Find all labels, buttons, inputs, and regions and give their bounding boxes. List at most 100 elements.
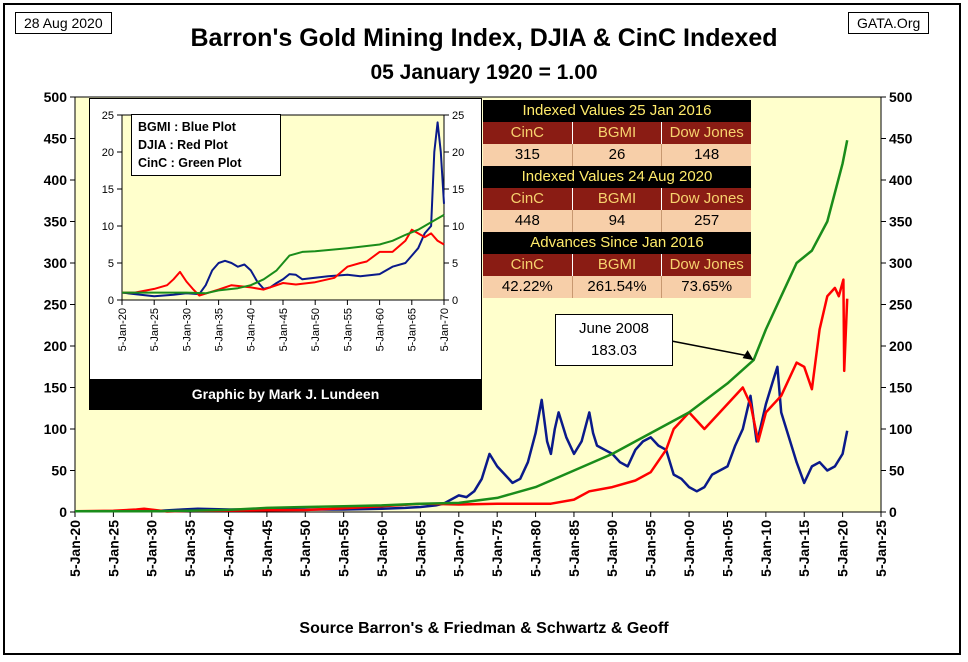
callout-value: 183.03: [591, 342, 637, 359]
y-tick-label-right: 0: [452, 295, 458, 307]
table-heading: Advances Since Jan 2016: [483, 232, 751, 254]
table-label-row: CinC BGMI Dow Jones: [483, 188, 752, 210]
y-tick-label-left: 25: [102, 110, 114, 122]
table-value-bgmi: 94: [572, 210, 663, 232]
legend-entry-cinc: CinC : Green Plot: [138, 156, 242, 170]
x-tick-label: 5-Jan-25: [105, 520, 121, 577]
series-line-djia: [74, 278, 849, 513]
x-tick-label: 5-Jan-80: [527, 520, 543, 577]
y-tick-label-right: 15: [452, 184, 464, 196]
legend-entry-djia: DJIA : Red Plot: [138, 138, 228, 152]
x-tick-label: 5-Jan-70: [451, 520, 467, 577]
x-tick-label: 5-Jan-85: [566, 520, 582, 577]
table-label-cinc: CinC: [483, 254, 573, 276]
y-tick-label-left: 400: [44, 172, 68, 188]
x-tick-label: 5-Jan-20: [67, 520, 83, 577]
y-tick-label-left: 10: [102, 221, 114, 233]
y-tick-label-right: 400: [889, 172, 913, 188]
x-tick-label: 5-Jan-40: [220, 520, 236, 577]
y-tick-label-left: 350: [44, 213, 68, 229]
table-value-cinc: 448: [483, 210, 573, 232]
table-label-bgmi: BGMI: [572, 122, 663, 144]
x-tick-label: 5-Jan-60: [374, 308, 386, 351]
y-tick-label-right: 450: [889, 130, 913, 146]
y-tick-label-right: 100: [889, 421, 913, 437]
table-label-dow: Dow Jones: [662, 254, 752, 276]
x-tick-label: 5-Jan-45: [259, 520, 275, 577]
y-tick-label-left: 250: [44, 296, 68, 312]
y-tick-label-right: 20: [452, 147, 464, 159]
x-tick-label: 5-Jan-25: [149, 308, 161, 351]
y-tick-label-right: 200: [889, 338, 913, 354]
x-tick-label: 5-Jan-35: [213, 308, 225, 351]
table-value-cinc: 315: [483, 144, 573, 166]
x-tick-label: 5-Jan-25: [873, 520, 889, 577]
table-value-dow: 73.65%: [662, 276, 752, 298]
table-label-cinc: CinC: [483, 188, 573, 210]
y-tick-label-right: 25: [452, 110, 464, 122]
table-label-cinc: CinC: [483, 122, 573, 144]
x-tick-label: 5-Jan-50: [310, 308, 322, 351]
table-value-bgmi: 26: [572, 144, 663, 166]
y-tick-label-right: 0: [889, 504, 897, 520]
y-tick-label-right: 500: [889, 89, 913, 105]
chart-title: Barron's Gold Mining Index, DJIA & CinC …: [190, 24, 778, 52]
table-value-row: 315 26 148: [483, 144, 752, 166]
x-tick-label: 5-Jan-95: [643, 520, 659, 577]
x-tick-label: 5-Jan-70: [439, 308, 451, 351]
y-tick-label-left: 5: [108, 258, 114, 270]
source-label: Source Barron's & Friedman & Schwartz & …: [299, 620, 669, 637]
inset-legend: BGMI : Blue Plot DJIA : Red Plot CinC : …: [131, 114, 281, 176]
table-label-row: CinC BGMI Dow Jones: [483, 254, 752, 276]
table-value-bgmi: 261.54%: [572, 276, 663, 298]
table-heading: Indexed Values 24 Aug 2020: [483, 166, 751, 188]
x-tick-label: 5-Jan-90: [604, 520, 620, 577]
y-tick-label-right: 150: [889, 379, 913, 395]
x-tick-label: 5-Jan-30: [144, 520, 160, 577]
june-2008-callout: June 2008 183.03: [555, 314, 673, 366]
x-tick-label: 5-Jan-55: [336, 520, 352, 577]
y-tick-label-right: 350: [889, 213, 913, 229]
legend-entry-bgmi: BGMI : Blue Plot: [138, 120, 236, 134]
x-tick-label: 5-Jan-65: [407, 308, 419, 351]
x-tick-label: 5-Jan-65: [412, 520, 428, 577]
table-value-dow: 257: [662, 210, 752, 232]
callout-arrowhead: [742, 350, 754, 361]
x-tick-label: 5-Jan-45: [278, 308, 290, 351]
y-tick-label-right: 250: [889, 296, 913, 312]
x-tick-label: 5-Jan-30: [181, 308, 193, 351]
date-label: 28 Aug 2020: [15, 12, 112, 34]
table-value-cinc: 42.22%: [483, 276, 573, 298]
x-tick-label: 5-Jan-00: [681, 520, 697, 577]
table-label-dow: Dow Jones: [662, 122, 752, 144]
series-line-cinc: [75, 139, 849, 513]
y-tick-label-left: 150: [44, 379, 68, 395]
y-tick-label-right: 5: [452, 258, 458, 270]
table-heading: Indexed Values 25 Jan 2016: [483, 100, 751, 122]
table-label-row: CinC BGMI Dow Jones: [483, 122, 752, 144]
callout-date: June 2008: [578, 320, 650, 337]
site-label: GATA.Org: [848, 12, 930, 34]
inset-chart-panel: 0 0 5 5 10 10 15 15 20 20 25 25 5-Jan-20 5-Jan-25 5-Ja…: [89, 98, 482, 410]
x-tick-label: 5-Jan-50: [297, 520, 313, 577]
y-tick-label-left: 450: [44, 130, 68, 146]
y-tick-label-left: 0: [108, 295, 114, 307]
x-tick-label: 5-Jan-75: [489, 520, 505, 577]
y-tick-label-right: 300: [889, 255, 913, 271]
indexed-values-tables: Indexed Values 25 Jan 2016 CinC BGMI Dow…: [483, 100, 752, 298]
x-tick-label: 5-Jan-10: [758, 520, 774, 577]
graphic-credit: Graphic by Mark J. Lundeen: [90, 379, 481, 409]
series-line-bgmi: [74, 365, 849, 513]
table-value-row: 448 94 257: [483, 210, 752, 232]
y-tick-label-right: 10: [452, 221, 464, 233]
table-label-bgmi: BGMI: [572, 188, 663, 210]
y-tick-label-left: 300: [44, 255, 68, 271]
x-tick-label: 5-Jan-15: [796, 520, 812, 577]
series-line-cinc: [122, 214, 445, 295]
chart-subtitle: 05 January 1920 = 1.00: [370, 61, 598, 84]
x-tick-label: 5-Jan-05: [719, 520, 735, 577]
table-label-dow: Dow Jones: [662, 188, 752, 210]
y-tick-label-right: 50: [889, 462, 905, 478]
y-tick-label-left: 0: [59, 504, 67, 520]
y-tick-label-left: 200: [44, 338, 68, 354]
